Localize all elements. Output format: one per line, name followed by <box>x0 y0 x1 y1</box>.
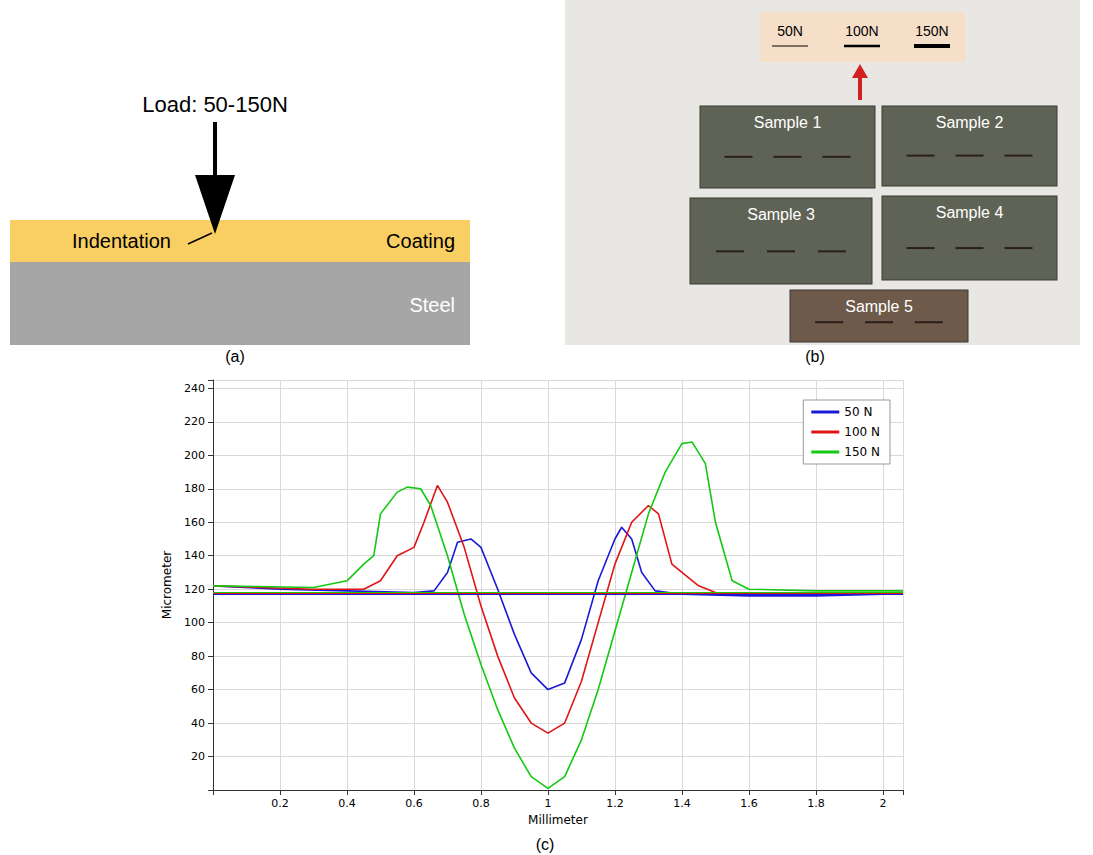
svg-text:140: 140 <box>184 549 205 562</box>
svg-text:Load: 50-150N: Load: 50-150N <box>142 92 288 117</box>
svg-text:80: 80 <box>191 650 205 663</box>
svg-text:100N: 100N <box>845 23 878 39</box>
svg-text:Sample 2: Sample 2 <box>936 114 1004 131</box>
svg-text:(a): (a) <box>225 348 245 365</box>
svg-text:60: 60 <box>191 683 205 696</box>
svg-text:1: 1 <box>544 797 551 810</box>
svg-text:Sample 3: Sample 3 <box>747 206 815 223</box>
svg-text:200: 200 <box>184 449 205 462</box>
svg-text:Micrometer: Micrometer <box>160 551 174 619</box>
svg-text:Steel: Steel <box>409 294 455 316</box>
svg-text:20: 20 <box>191 750 205 763</box>
svg-text:0.8: 0.8 <box>472 797 490 810</box>
svg-text:0.2: 0.2 <box>271 797 289 810</box>
svg-text:0.6: 0.6 <box>405 797 423 810</box>
svg-text:50 N: 50 N <box>844 405 872 419</box>
svg-text:2: 2 <box>879 797 886 810</box>
svg-text:100 N: 100 N <box>844 425 880 439</box>
svg-text:1.8: 1.8 <box>807 797 825 810</box>
svg-text:100: 100 <box>184 616 205 629</box>
svg-text:0.4: 0.4 <box>338 797 356 810</box>
svg-text:150 N: 150 N <box>844 445 880 459</box>
svg-text:150N: 150N <box>915 23 948 39</box>
svg-text:Coating: Coating <box>386 230 455 252</box>
svg-text:Indentation: Indentation <box>72 230 171 252</box>
svg-text:Sample 1: Sample 1 <box>754 114 822 131</box>
svg-text:Sample 5: Sample 5 <box>845 298 913 315</box>
svg-text:240: 240 <box>184 382 205 395</box>
svg-text:1.6: 1.6 <box>740 797 758 810</box>
svg-text:180: 180 <box>184 482 205 495</box>
svg-text:Sample 4: Sample 4 <box>936 204 1004 221</box>
svg-text:120: 120 <box>184 583 205 596</box>
svg-text:160: 160 <box>184 516 205 529</box>
svg-text:(b): (b) <box>805 348 825 365</box>
svg-text:Millimeter: Millimeter <box>528 813 588 827</box>
svg-text:220: 220 <box>184 415 205 428</box>
svg-text:(c): (c) <box>536 836 555 853</box>
svg-text:1.2: 1.2 <box>606 797 624 810</box>
svg-text:40: 40 <box>191 717 205 730</box>
svg-text:50N: 50N <box>777 23 803 39</box>
svg-text:1.4: 1.4 <box>673 797 691 810</box>
